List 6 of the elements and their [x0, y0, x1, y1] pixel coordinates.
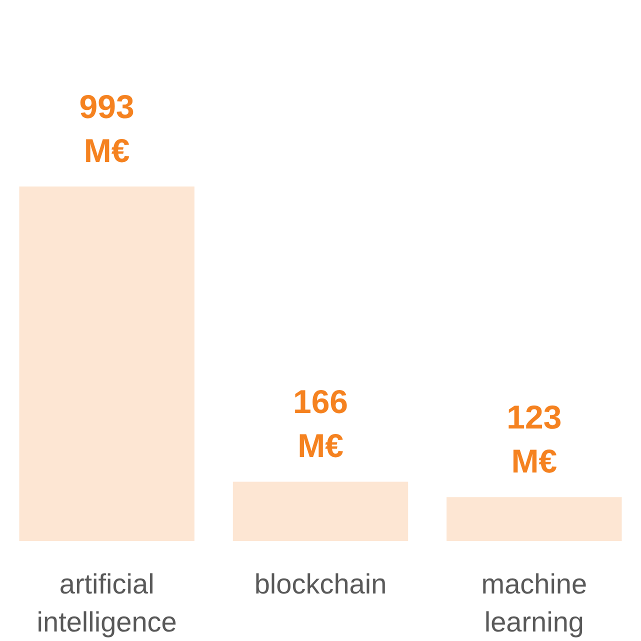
x-tick-label: blockchain	[254, 568, 387, 600]
x-tick-label: machine learning	[481, 568, 588, 638]
data-label: 166 M€	[292, 383, 348, 464]
data-label: 123 M€	[506, 398, 562, 480]
x-tick-label: artificial intelligence	[36, 568, 177, 638]
data-label: 993 M€	[79, 88, 134, 169]
